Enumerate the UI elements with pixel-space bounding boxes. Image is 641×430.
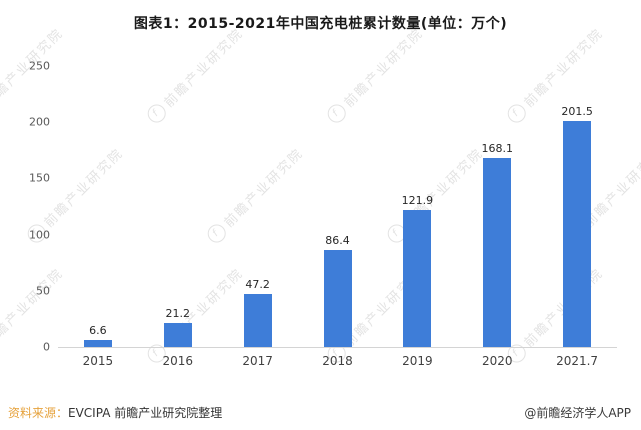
bar [323,249,352,347]
x-tick-label: 2019 [402,354,433,368]
x-axis-labels: 2015 2016 2017 2018 2019 2020 2021.7 [58,354,617,368]
y-tick-label: 50 [36,284,50,298]
bar-column: 21.2 [138,66,218,347]
y-tick-label: 100 [29,228,50,242]
bar-value-label: 6.6 [89,323,107,337]
bar [83,339,112,347]
source-text: EVCIPA 前瞻产业研究院整理 [68,406,223,420]
source-label: 资料来源： [8,406,69,420]
bar-column: 168.1 [457,66,537,347]
x-tick-label: 2015 [82,354,114,368]
bar-column: 6.6 [58,66,138,347]
y-tick-label: 200 [29,115,50,129]
plot-area: 6.6 21.2 47.2 86.4 121.9 168.1 201.5 0 50 100 150… [29,60,617,354]
x-tick-label: 2020 [481,354,513,368]
bar-column: 121.9 [377,66,457,347]
bar-value-label: 21.2 [165,307,191,321]
source-note: 资料来源：EVCIPA 前瞻产业研究院整理 [8,404,222,421]
bar-value-label: 86.4 [325,233,350,247]
bars-container: 6.6 21.2 47.2 86.4 121.9 168.1 201.5 [58,66,617,347]
watermark-text: 前瞻产业研究院 [0,265,67,351]
x-tick-label: 2018 [322,354,353,368]
x-tick-label: 2017 [242,354,273,368]
bar [403,210,432,347]
bar-column: 201.5 [537,66,617,347]
bar-value-label: 201.5 [561,104,593,118]
bar-value-label: 168.1 [481,142,513,156]
y-tick-label: 250 [29,59,50,73]
bar [163,323,192,347]
brand-note: @前瞻经济学人APP [524,406,631,420]
bar [483,158,512,347]
x-tick-label: 2021.7 [556,354,599,368]
y-tick-label: 0 [43,340,50,354]
chart-title: 图表1：2015-2021年中国充电桩累计数量(单位：万个) [133,16,508,32]
bar-value-label: 121.9 [401,194,434,207]
y-tick-label: 150 [29,171,50,185]
bar-value-label: 47.2 [245,277,270,291]
bar-column: 86.4 [298,66,378,347]
bar [243,293,272,347]
x-tick-label: 2016 [162,354,194,368]
bar-column: 47.2 [218,66,298,347]
bar [563,120,592,347]
